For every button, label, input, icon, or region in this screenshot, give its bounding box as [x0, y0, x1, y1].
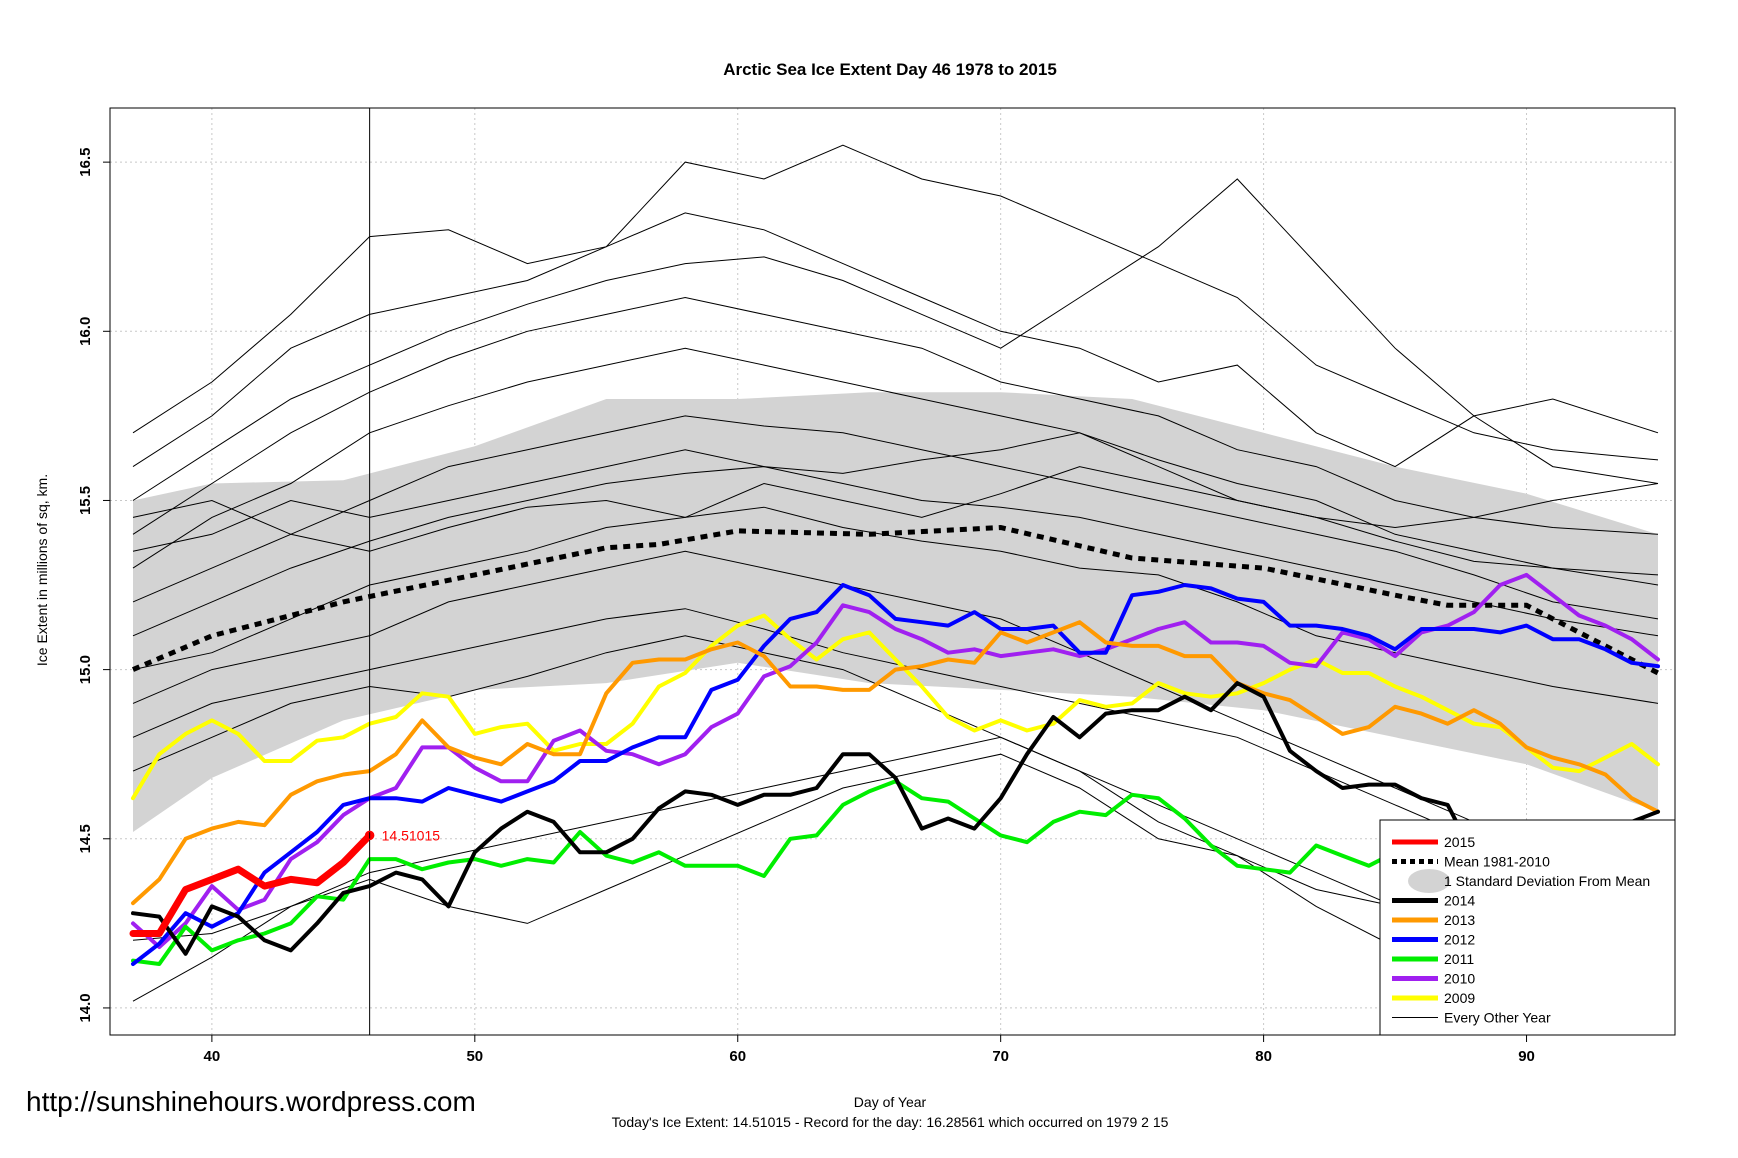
chart-title: Arctic Sea Ice Extent Day 46 1978 to 201… — [723, 60, 1057, 79]
y-tick-label: 16.0 — [77, 317, 94, 346]
legend-label: 2011 — [1444, 951, 1474, 967]
legend-box — [1379, 819, 1676, 1036]
other-year-series-line — [132, 178, 1659, 501]
plot-area: 14.51015 40 50 60 70 80 90 14.0 14.5 15.0 15.5 16.0… — [77, 107, 1676, 1065]
std-dev-band — [133, 392, 1658, 832]
series-line-2013 — [131, 620, 1660, 906]
legend-label: 2012 — [1444, 932, 1475, 948]
other-year-series-line — [132, 466, 1659, 637]
legend-label: 1 Standard Deviation From Mean — [1444, 873, 1650, 889]
y-axis-label: Ice Extent in millions of sq, km. — [34, 474, 50, 666]
x-tick-label: 70 — [992, 1048, 1009, 1065]
other-year-series-line — [132, 432, 1659, 576]
series-line-2012 — [131, 583, 1660, 966]
other-year-series-line — [132, 212, 1659, 468]
today-value-label: 14.51015 — [382, 827, 441, 843]
y-tick-label: 15.5 — [77, 486, 94, 515]
x-tick-label: 90 — [1518, 1048, 1535, 1065]
other-year-series-line — [132, 144, 1659, 468]
y-tick-label: 15.0 — [77, 655, 94, 684]
legend-label: 2015 — [1444, 834, 1475, 850]
other-year-series-line — [132, 466, 1659, 552]
legend-label: Every Other Year — [1444, 1010, 1551, 1026]
series-line-2010 — [131, 572, 1660, 949]
x-tick-label: 50 — [466, 1048, 483, 1065]
y-tick-label: 14.0 — [77, 993, 94, 1022]
y-tick-label: 16.5 — [77, 148, 94, 177]
x-tick-label: 60 — [729, 1048, 746, 1065]
plot-frame — [109, 107, 1676, 1036]
watermark-url: http://sunshinehours.wordpress.com — [26, 1086, 476, 1117]
today-value-point — [364, 830, 375, 841]
series-line-2015 — [129, 831, 374, 937]
x-axis-label: Day of Year — [854, 1094, 927, 1110]
y-tick-label: 14.5 — [77, 824, 94, 853]
series-line-2014 — [131, 681, 1660, 956]
other-year-series-line — [132, 415, 1659, 620]
series-line-2009 — [131, 613, 1660, 801]
x-tick-label: 40 — [204, 1048, 221, 1065]
other-year-series-line — [132, 608, 1659, 890]
mean-series-line — [132, 524, 1660, 676]
other-year-series-line — [132, 347, 1659, 586]
legend-label: 2010 — [1444, 971, 1475, 987]
legend-swatch — [1408, 869, 1450, 893]
legend-label: 2014 — [1444, 893, 1475, 909]
x-tick-label: 80 — [1255, 1048, 1272, 1065]
other-year-series-line — [132, 550, 1659, 846]
chart-footer-note: Today's Ice Extent: 14.51015 - Record fo… — [612, 1114, 1169, 1130]
other-year-series-line — [132, 296, 1659, 535]
legend-label: Mean 1981-2010 — [1444, 854, 1550, 870]
legend-label: 2009 — [1444, 990, 1475, 1006]
legend-label: 2013 — [1444, 912, 1475, 928]
